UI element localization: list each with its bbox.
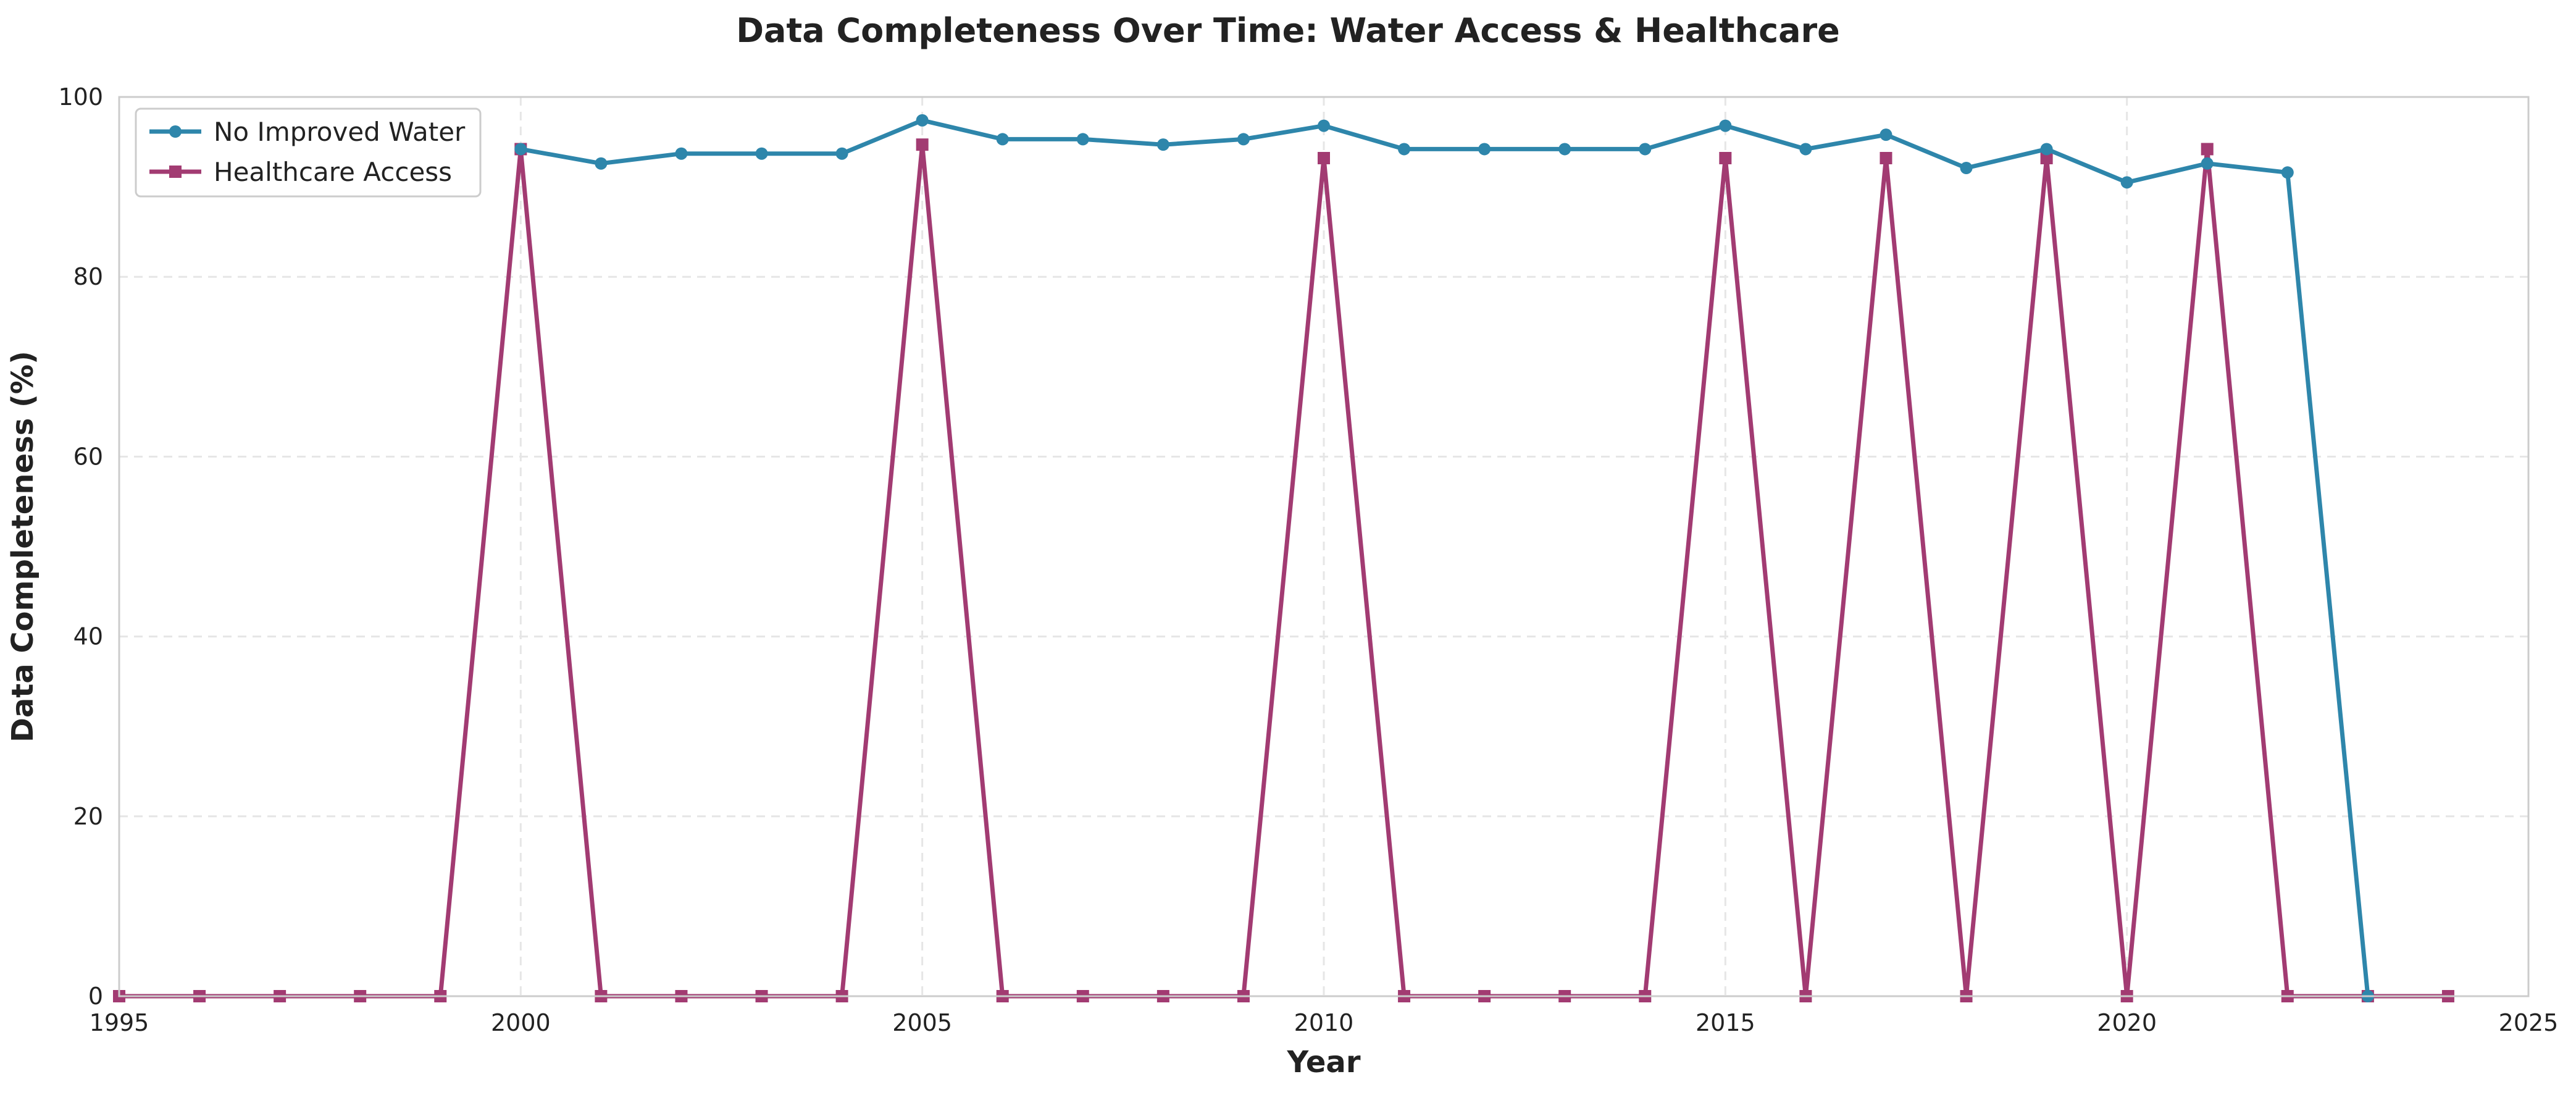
data-point	[514, 143, 527, 156]
y-tick-label: 60	[73, 443, 103, 470]
data-point	[835, 147, 848, 160]
legend-label: No Improved Water	[214, 117, 466, 147]
legend-box	[135, 107, 482, 198]
plot-area-frame	[118, 96, 2530, 997]
data-point	[1558, 143, 1571, 156]
data-point	[1156, 138, 1169, 151]
legend-marker	[169, 166, 182, 178]
x-tick-label: 2025	[2499, 1009, 2559, 1036]
data-point	[916, 138, 929, 151]
legend-marker	[169, 125, 182, 138]
data-point	[1799, 143, 1812, 156]
data-point	[1639, 143, 1652, 156]
series-line	[117, 142, 2451, 999]
data-point	[1719, 119, 1732, 132]
y-tick-label: 20	[73, 803, 103, 830]
data-point	[2201, 143, 2214, 156]
data-point	[1880, 128, 1892, 141]
x-tick-label: 2000	[491, 1009, 551, 1036]
y-tick-label: 80	[73, 263, 103, 290]
data-point	[1960, 162, 1973, 175]
x-axis-label: Year	[1287, 1045, 1361, 1080]
data-point	[996, 133, 1009, 146]
series-line	[518, 118, 2370, 999]
y-tick-label: 40	[73, 623, 103, 650]
data-point	[675, 147, 688, 160]
legend-label: Healthcare Access	[214, 157, 452, 187]
data-point	[2040, 152, 2053, 165]
data-point	[2281, 166, 2294, 179]
chart-title: Data Completeness Over Time: Water Acces…	[736, 11, 1840, 50]
data-point	[1318, 152, 1330, 165]
data-point	[1076, 133, 1089, 146]
y-tick-label: 100	[58, 83, 103, 111]
legend: No Improved Water Healthcare Access	[135, 107, 482, 198]
data-point	[1318, 119, 1330, 132]
data-point	[2201, 157, 2214, 170]
data-point	[1719, 152, 1732, 165]
y-tick-label: 0	[88, 983, 103, 1010]
x-tick-label: 2020	[2097, 1009, 2157, 1036]
x-tick-label: 2005	[892, 1009, 952, 1036]
data-point	[1398, 143, 1411, 156]
series-no-improved-water	[514, 114, 2374, 1002]
data-point	[1237, 133, 1250, 146]
x-tick-label: 2010	[1294, 1009, 1354, 1036]
data-point	[916, 114, 929, 127]
legend-entry: No Improved Water	[149, 117, 466, 147]
data-point	[1478, 143, 1491, 156]
x-tick-label: 1995	[90, 1009, 149, 1036]
data-point	[595, 157, 608, 170]
data-point	[1880, 152, 1892, 165]
data-point	[2040, 143, 2053, 156]
tick-layer: 1995 2000 2005 2010 2015 2020 2025 0 20 40 60 80 100	[58, 83, 2558, 1036]
y-axis-label: Data Completeness (%)	[6, 351, 40, 742]
data-point	[755, 147, 768, 160]
x-tick-label: 2015	[1696, 1009, 1755, 1036]
legend-entry: Healthcare Access	[149, 157, 452, 187]
data-point	[2120, 176, 2133, 189]
